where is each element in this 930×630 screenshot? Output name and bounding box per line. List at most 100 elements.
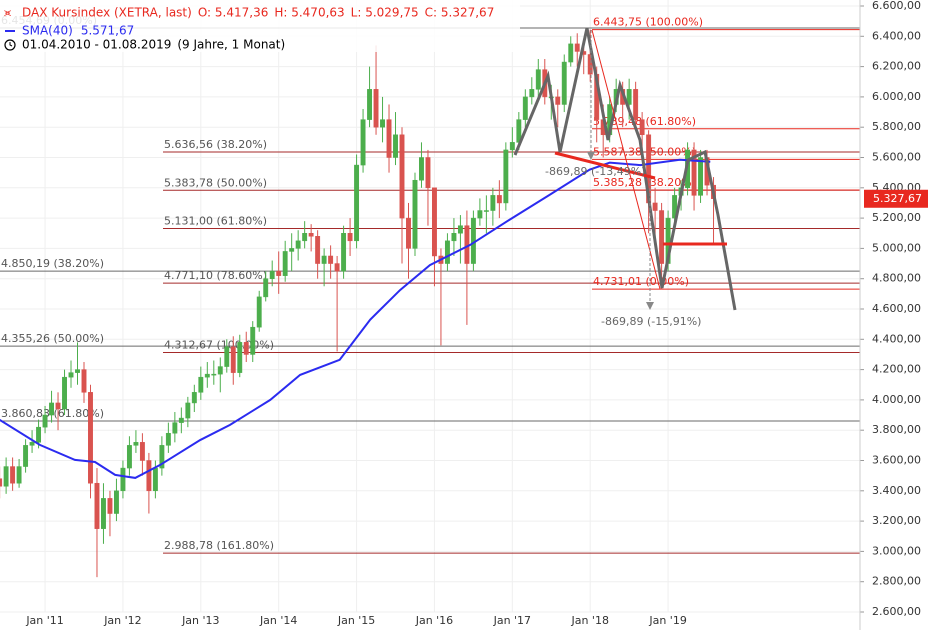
candle-body bbox=[146, 460, 152, 492]
candle-body bbox=[198, 376, 204, 393]
candle-body bbox=[496, 195, 502, 204]
candle-body bbox=[23, 445, 29, 467]
clock-icon bbox=[9, 42, 13, 47]
candle-body bbox=[36, 426, 42, 443]
candle-body bbox=[360, 119, 366, 166]
candle-body bbox=[224, 346, 230, 367]
legend: ⪤ DAX Kursindex (XETRA, last) O: 5.417,36 H… bbox=[0, 0, 520, 52]
candle-body bbox=[250, 326, 256, 355]
candle-body bbox=[652, 202, 658, 211]
y-tick-label: 3.200,00 bbox=[872, 514, 921, 527]
candle-body bbox=[457, 225, 463, 234]
candle-body bbox=[386, 119, 392, 158]
annotation: -869,89 (-15,91%) bbox=[601, 315, 701, 328]
candle-body bbox=[367, 89, 373, 120]
plot-area bbox=[0, 29, 716, 578]
candle-body bbox=[412, 179, 418, 249]
candle-body bbox=[522, 96, 528, 120]
candle-body bbox=[217, 366, 223, 375]
fib-level-label: 2.988,78 (161.80%) bbox=[164, 539, 274, 552]
y-tick-label: 6.200,00 bbox=[872, 60, 921, 73]
candle-body bbox=[139, 442, 145, 461]
measure-arrow bbox=[646, 302, 654, 310]
candle-body bbox=[75, 369, 80, 373]
x-tick-label: Jan '18 bbox=[570, 614, 608, 627]
legend-text: L: 5.029,75 bbox=[351, 6, 419, 20]
candle-body bbox=[49, 402, 54, 416]
candle-body bbox=[256, 296, 262, 328]
candle-body bbox=[555, 96, 561, 105]
candle-body bbox=[561, 61, 567, 105]
candle-body bbox=[341, 233, 347, 272]
annotation: -869,89 (-13,49%) bbox=[545, 165, 645, 178]
candle-body bbox=[425, 157, 431, 189]
candle-body bbox=[464, 225, 470, 264]
y-tick-label: 4.800,00 bbox=[872, 272, 921, 285]
y-tick-label: 3.400,00 bbox=[872, 484, 921, 497]
candle-body bbox=[243, 342, 249, 355]
candle-body bbox=[698, 157, 703, 196]
legend-text: 01.04.2010 - 01.08.2019 bbox=[22, 38, 171, 52]
candle-body bbox=[191, 392, 197, 404]
candle-body bbox=[29, 442, 35, 446]
clock-icon bbox=[4, 39, 16, 51]
fib-level-label: 4.771,10 (78.60%) bbox=[164, 269, 267, 282]
red-trend-line bbox=[554, 151, 656, 180]
candle-body bbox=[159, 445, 165, 469]
x-tick-label: Jan '17 bbox=[493, 614, 531, 627]
candle-body bbox=[107, 498, 113, 514]
y-axis: 2.600,00 2.800,00 3.000,00 3.200,00 3.400,00… bbox=[25, 0, 928, 630]
y-tick-label: 2.600,00 bbox=[872, 605, 921, 618]
legend-text: SMA(40) bbox=[22, 24, 73, 38]
candle-body bbox=[419, 157, 424, 181]
fib-level-label: 5.636,56 (38.20%) bbox=[164, 138, 267, 151]
measure-arrow bbox=[587, 152, 595, 160]
legend-text: DAX Kursindex (XETRA, last) bbox=[22, 6, 192, 20]
candle-body bbox=[211, 373, 217, 376]
fib-connector bbox=[591, 29, 661, 290]
legend-icon: ⪤ bbox=[4, 6, 11, 19]
candle-body bbox=[490, 195, 496, 211]
fib-level-label: 5.587,38 (50.00%) bbox=[593, 145, 696, 158]
candle-body bbox=[204, 373, 210, 378]
last-price-box bbox=[864, 189, 928, 208]
candle-body bbox=[81, 369, 87, 393]
fib-level-label: 4.312,67 (100.00%) bbox=[164, 339, 274, 352]
candle-body bbox=[55, 402, 61, 410]
candle-body bbox=[42, 414, 48, 428]
candle-body bbox=[503, 149, 509, 204]
candle-body bbox=[483, 210, 489, 212]
fib-level-label: 5.131,00 (61.80%) bbox=[164, 215, 267, 228]
fib-level-label: 5.385,28 (38.20%) bbox=[593, 176, 696, 189]
y-tick-label: 6.400,00 bbox=[872, 29, 921, 42]
candle-body bbox=[535, 69, 541, 90]
y-tick-label: 4.600,00 bbox=[872, 302, 921, 315]
candle-body bbox=[230, 346, 236, 373]
candle-body bbox=[10, 466, 16, 484]
y-tick-label: 5.600,00 bbox=[872, 151, 921, 164]
candle-body bbox=[120, 467, 126, 492]
y-tick-label: 4.400,00 bbox=[872, 332, 921, 345]
y-tick-label: 3.800,00 bbox=[872, 423, 921, 436]
y-tick-label: 4.000,00 bbox=[872, 393, 921, 406]
x-tick-label: Jan '12 bbox=[103, 614, 141, 627]
candle-body bbox=[451, 233, 457, 242]
candle-body bbox=[68, 372, 74, 378]
legend-text: (9 Jahre, 1 Monat) bbox=[177, 38, 285, 52]
candle-body bbox=[373, 89, 379, 128]
x-tick-label: Jan '13 bbox=[181, 614, 219, 627]
last-price-label: 5.327,67 bbox=[873, 192, 922, 205]
candle-body bbox=[263, 278, 269, 298]
trend-drawings bbox=[513, 27, 737, 311]
candle-body bbox=[152, 467, 158, 492]
candle-body bbox=[334, 263, 340, 272]
candle-body bbox=[380, 119, 385, 128]
sma-line bbox=[0, 158, 711, 479]
candle-body bbox=[113, 490, 119, 514]
y-tick-label: 6.000,00 bbox=[872, 90, 921, 103]
candle-body bbox=[178, 417, 184, 423]
candle-body bbox=[315, 236, 321, 264]
legend-text: C: 5.327,67 bbox=[425, 6, 495, 20]
candle-body bbox=[354, 164, 360, 242]
candle-body bbox=[0, 478, 3, 487]
